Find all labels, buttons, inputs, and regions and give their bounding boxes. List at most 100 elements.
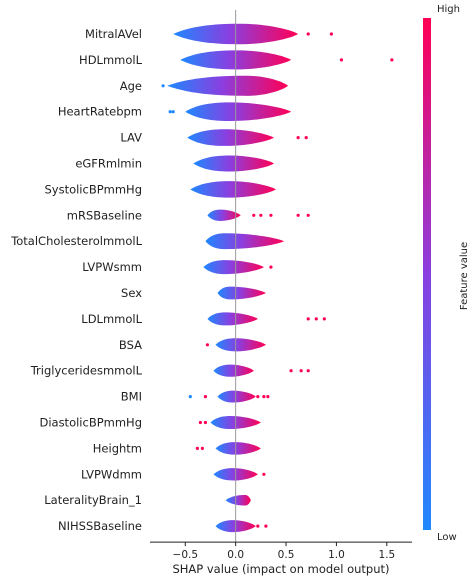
outlier-point: [306, 369, 310, 373]
feature-label: mRSBaseline: [67, 208, 142, 222]
outlier-point: [262, 472, 266, 476]
outlier-point: [304, 136, 308, 140]
feature-row: LAV: [120, 129, 308, 146]
outlier-point: [203, 420, 208, 425]
outlier-point: [390, 58, 394, 62]
feature-label: TriglyceridesmmolL: [30, 364, 143, 378]
outlier-point: [266, 395, 270, 399]
colorbar-low-label: Low: [437, 532, 457, 543]
violin-shape: [167, 75, 289, 96]
outlier-point: [264, 524, 268, 528]
feature-label: Sex: [121, 286, 142, 300]
outlier-point: [296, 136, 300, 140]
feature-row: Age: [120, 75, 289, 96]
outlier-point: [161, 84, 165, 88]
outlier-point: [256, 524, 260, 528]
colorbar-high-label: High: [437, 4, 460, 15]
outlier-point: [203, 395, 208, 399]
violin-shape: [217, 390, 256, 403]
outlier-point: [198, 420, 202, 425]
violin-shape: [190, 181, 276, 198]
feature-row: LVPWdmm: [81, 467, 266, 481]
feature-row: HDLmmolL: [79, 50, 394, 70]
outlier-point: [269, 265, 273, 269]
feature-label: TotalCholesterolmmolL: [10, 234, 142, 248]
feature-row: HeartRatebpm: [58, 102, 292, 121]
outlier-point: [306, 213, 310, 217]
violin-shape: [187, 129, 274, 146]
x-tick-label: 1.0: [328, 549, 345, 561]
feature-label: NIHSSBaseline: [58, 519, 142, 533]
outlier-point: [269, 213, 273, 217]
violin-shape: [203, 260, 264, 275]
outlier-point: [339, 58, 344, 62]
outlier-point: [188, 395, 192, 399]
colorbar: High Low Feature value: [423, 4, 470, 543]
feature-label: HDLmmolL: [79, 53, 143, 67]
feature-row: Heightm: [93, 441, 261, 455]
feature-label: LAV: [120, 131, 142, 145]
feature-row: TriglyceridesmmolL: [30, 364, 310, 378]
feature-row: Sex: [121, 286, 266, 300]
feature-row: SystolicBPmmHg: [44, 181, 276, 198]
feature-row: LVPWsmm: [82, 260, 273, 275]
feature-label: eGFRmlmin: [75, 157, 142, 171]
outlier-point: [205, 343, 210, 347]
feature-label: DiastolicBPmmHg: [39, 416, 142, 430]
outlier-point: [306, 32, 310, 36]
outlier-point: [314, 317, 318, 321]
violin-shape: [207, 209, 241, 221]
outlier-point: [171, 110, 175, 114]
feature-row: BMI: [121, 390, 270, 404]
feature-label: Heightm: [93, 441, 142, 455]
outlier-point: [256, 395, 260, 399]
feature-row: MitralAVel: [85, 23, 333, 45]
outlier-point: [289, 369, 293, 373]
colorbar-title: Feature value: [459, 242, 470, 310]
outlier-point: [262, 395, 266, 399]
feature-label: BSA: [119, 338, 142, 352]
feature-label: LVPWdmm: [81, 467, 142, 481]
x-tick-label: 0.0: [227, 549, 244, 561]
outlier-point: [329, 32, 333, 36]
feature-row: TotalCholesterolmmolL: [10, 233, 285, 250]
violin-rows: MitralAVel HDLmmolL Age HeartRatebpm LAV eGFR…: [10, 23, 394, 533]
outlier-point: [306, 317, 310, 321]
violin-shape: [215, 442, 261, 455]
x-axis: −0.5 0.0 0.5 1.0 1.5: [150, 541, 412, 561]
feature-row: LateralityBrain_1: [44, 493, 251, 507]
violin-shape: [215, 338, 266, 352]
violin-shape: [193, 155, 274, 172]
violin-shape: [213, 364, 254, 377]
outlier-point: [252, 213, 256, 217]
outlier-point: [299, 369, 303, 373]
feature-label: HeartRatebpm: [58, 105, 142, 119]
feature-label: MitralAVel: [85, 27, 142, 41]
feature-label: LateralityBrain_1: [44, 493, 142, 507]
feature-row: BSA: [119, 338, 266, 352]
x-tick-label: −0.5: [173, 549, 199, 561]
feature-row: eGFRmlmin: [75, 155, 274, 172]
colorbar-gradient: [423, 18, 431, 530]
outlier-point: [296, 213, 300, 217]
feature-label: BMI: [121, 390, 142, 404]
feature-label: LVPWsmm: [82, 260, 142, 274]
x-tick-label: 0.5: [278, 549, 295, 561]
feature-label: SystolicBPmmHg: [44, 182, 142, 196]
violin-shape: [217, 286, 266, 300]
outlier-point: [168, 110, 172, 114]
feature-label: LDLmmolL: [81, 312, 142, 326]
feature-label: Age: [120, 79, 142, 93]
outlier-point: [195, 446, 199, 450]
violin-shape: [225, 494, 251, 506]
feature-row: DiastolicBPmmHg: [39, 416, 261, 430]
x-tick-label: 1.5: [378, 549, 395, 561]
outlier-point: [200, 446, 204, 450]
outlier-point: [322, 317, 326, 321]
violin-shape: [205, 233, 285, 250]
violin-shape: [207, 312, 258, 326]
violin-shape: [185, 102, 292, 121]
outlier-point: [259, 213, 263, 217]
feature-row: mRSBaseline: [67, 208, 310, 222]
